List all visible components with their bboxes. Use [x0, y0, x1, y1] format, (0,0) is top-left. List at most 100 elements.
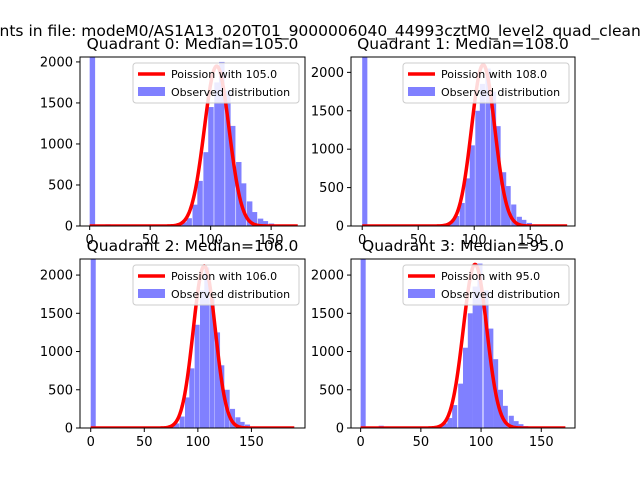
histogram-bar — [463, 347, 469, 428]
x-tick-label: 50 — [142, 233, 159, 248]
histogram-bar — [475, 110, 481, 226]
legend-box — [402, 62, 570, 104]
y-tick-label: 0 — [65, 220, 73, 235]
quadrant-3-plot-area — [359, 259, 567, 428]
legend: Poission with 105.0 Observed distribution — [132, 62, 300, 104]
y-tick-label: 0 — [336, 220, 344, 235]
y-tick-label: 500 — [319, 181, 344, 196]
histogram-bar — [179, 416, 185, 428]
y-tick-label: 500 — [48, 383, 73, 398]
histogram-bar — [239, 421, 245, 428]
histogram-bar — [89, 57, 96, 226]
x-tick-label: 100 — [462, 233, 487, 248]
histogram-bar — [458, 383, 464, 428]
histogram-bar — [362, 57, 368, 226]
histogram-bar — [235, 417, 241, 428]
legend-box — [402, 264, 570, 306]
histogram-bar — [469, 145, 475, 226]
quadrant-2-title: Quadrant 2: Median=106.0 — [87, 237, 299, 255]
x-tick-label: 150 — [518, 233, 543, 248]
axes-frame — [79, 258, 306, 429]
histogram-bar — [477, 263, 483, 428]
x-tick-label: 0 — [86, 233, 94, 248]
x-tick-label: 0 — [87, 435, 95, 450]
histogram-bar — [511, 204, 517, 226]
y-tick-label: 1000 — [40, 137, 73, 152]
histogram-bar — [194, 324, 200, 428]
histogram-bar — [488, 328, 494, 428]
legend-hist-swatch — [138, 289, 165, 298]
histogram-bar — [186, 218, 192, 226]
x-tick-label: 0 — [358, 233, 366, 248]
legend-label-observed: Observed distribution — [441, 86, 560, 99]
histogram-bar — [246, 201, 253, 226]
axes-frame — [350, 56, 576, 227]
poisson-curve — [89, 264, 296, 428]
histogram-bar — [465, 178, 471, 226]
y-tick-label: 1500 — [40, 307, 73, 322]
y-tick-label: 2000 — [40, 269, 73, 284]
y-tick-label: 500 — [319, 383, 344, 398]
y-tick-label: 1500 — [40, 96, 73, 111]
histogram-bar — [479, 83, 485, 226]
histogram-bar — [502, 405, 508, 428]
histogram-bar — [240, 183, 247, 226]
y-tick-label: 1500 — [311, 104, 344, 119]
histogram-bar — [192, 204, 198, 226]
histogram-bar — [452, 405, 458, 428]
legend-label-poisson: Poission with 105.0 — [171, 68, 277, 81]
histogram-bar — [257, 218, 264, 226]
histogram-bar — [447, 418, 453, 428]
legend: Poission with 108.0 Observed distribution — [402, 62, 570, 104]
legend: Poission with 95.0 Observed distribution — [402, 264, 570, 306]
legend-label-poisson: Poission with 95.0 — [441, 270, 540, 283]
histogram-bar — [174, 423, 180, 428]
histogram-bar — [214, 82, 220, 226]
histogram-bar — [200, 290, 206, 428]
legend-hist-swatch — [408, 87, 435, 96]
x-tick-label: 150 — [239, 435, 264, 450]
histogram-bar — [495, 126, 501, 226]
x-tick-label: 50 — [136, 435, 153, 450]
legend-label-poisson: Poission with 106.0 — [171, 270, 277, 283]
histogram-bar — [90, 259, 96, 428]
histogram-bar — [459, 202, 465, 226]
legend-box — [132, 264, 300, 306]
x-tick-label: 100 — [198, 233, 223, 248]
y-tick-label: 1500 — [311, 307, 344, 322]
poisson-curve — [359, 262, 567, 428]
histogram-bar — [189, 368, 195, 428]
x-tick-label: 50 — [410, 233, 427, 248]
legend-label-observed: Observed distribution — [171, 288, 290, 301]
quadrant-1-title: Quadrant 1: Median=108.0 — [357, 35, 569, 53]
y-tick-label: 500 — [48, 178, 73, 193]
histogram-bar — [185, 397, 191, 428]
histogram-bar — [491, 91, 497, 226]
y-tick-label: 1000 — [40, 345, 73, 360]
legend-label-observed: Observed distribution — [171, 86, 290, 99]
axes-frame — [350, 258, 576, 429]
histogram-bar — [360, 259, 366, 428]
histogram-bar — [262, 221, 269, 226]
axes-frame — [79, 56, 306, 227]
y-tick-label: 0 — [65, 422, 73, 437]
histogram-bar — [197, 180, 203, 226]
figure-suptitle: Counts in file: modeM0/AS1A13_020T01_900… — [0, 22, 640, 41]
histogram-bar — [442, 423, 448, 428]
y-tick-label: 2000 — [40, 55, 73, 70]
quadrant-2-plot-area — [89, 259, 296, 428]
y-tick-label: 0 — [336, 422, 344, 437]
histogram-bar — [518, 424, 524, 428]
y-tick-label: 2000 — [311, 66, 344, 81]
histogram-bar — [209, 298, 215, 428]
x-tick-label: 150 — [259, 233, 284, 248]
histogram-bar — [521, 219, 527, 226]
histogram-bar — [219, 365, 225, 428]
histogram-bar — [230, 125, 236, 226]
histogram-bar — [467, 313, 473, 428]
histogram-bar — [454, 216, 460, 226]
